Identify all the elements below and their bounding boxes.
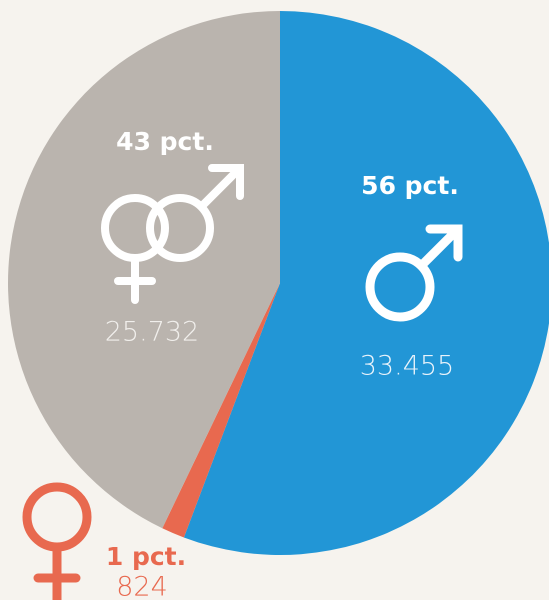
female-icon [22,482,92,600]
both-icon [101,164,244,304]
male-icon [365,224,463,322]
percent-label: 1 pct. [106,542,186,571]
pie-slice [162,283,280,538]
count-label: 33.455 [360,351,454,382]
percent-label: 43 pct. [116,127,214,156]
count-label: 25.732 [105,317,199,348]
percent-label: 56 pct. [361,171,459,200]
count-label: 824 [116,572,168,600]
pie [7,11,549,555]
pie-slice [7,11,281,529]
